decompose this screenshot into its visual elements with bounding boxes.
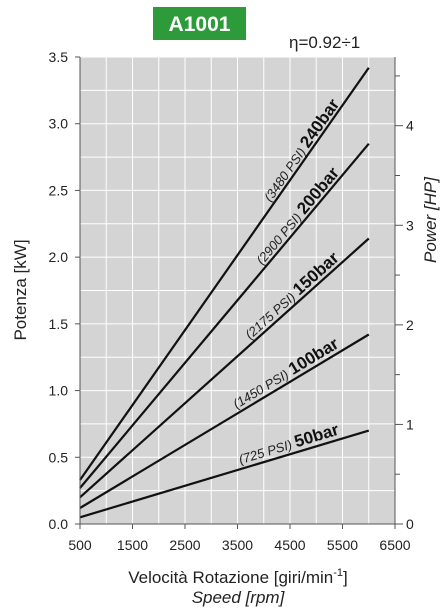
y-left-tick-label: 3.5 xyxy=(49,49,69,65)
efficiency-note: η=0.92÷1 xyxy=(289,33,360,52)
y-axis-label-left: Potenza [kW] xyxy=(11,239,30,340)
y-left-tick-label: 3.0 xyxy=(49,116,69,132)
series-line-50bar xyxy=(79,429,370,519)
x-tick-label: 2500 xyxy=(169,537,200,553)
x-axis-label-main: Velocità Rotazione [giri/min xyxy=(128,568,333,587)
y-left-tick-labels: 0.0 0.5 1.0 1.5 2.0 2.5 3.0 3.5 xyxy=(49,49,80,532)
y-axis-label-right: Power [HP] xyxy=(421,176,440,263)
y-right-tick-label: 4 xyxy=(406,118,414,134)
y-left-tick-label: 1.5 xyxy=(49,316,69,332)
x-tick-label: 1500 xyxy=(117,537,148,553)
x-tick-label: 5500 xyxy=(327,537,358,553)
series-line-150bar xyxy=(79,237,370,499)
y-left-tick-label: 1.0 xyxy=(49,383,69,399)
model-badge-text: A1001 xyxy=(169,13,231,36)
y-left-tick-label: 0.0 xyxy=(49,516,69,532)
series-line-100bar xyxy=(79,333,370,509)
y-right-tick-label: 2 xyxy=(406,317,414,333)
y-right-tick-label: 3 xyxy=(406,217,414,233)
series-lines xyxy=(79,67,370,519)
y-right-tick-label: 1 xyxy=(406,416,414,432)
series-line-200bar xyxy=(79,142,370,489)
y-right-tick-labels: 0 1 2 3 4 xyxy=(395,75,414,532)
x-tick-label: 3500 xyxy=(222,537,253,553)
y-left-tick-label: 2.5 xyxy=(49,182,69,198)
y-right-tick-label: 0 xyxy=(406,516,414,532)
x-axis-label: Velocità Rotazione [giri/min-1] xyxy=(128,567,348,587)
series-line-240bar xyxy=(79,67,370,481)
x-tick-label: 6500 xyxy=(379,537,410,553)
x-axis-label-secondary: Speed [rpm] xyxy=(192,588,286,607)
x-tick-label: 500 xyxy=(68,537,92,553)
y-left-tick-label: 0.5 xyxy=(49,449,69,465)
y-left-tick-label: 2.0 xyxy=(49,249,69,265)
x-axis-label-superscript: -1 xyxy=(333,567,343,579)
x-tick-labels: 500 1500 2500 3500 4500 5500 6500 xyxy=(68,524,411,553)
model-badge: A1001 xyxy=(153,7,246,40)
x-tick-label: 4500 xyxy=(274,537,305,553)
model-badge-background xyxy=(153,7,246,40)
x-axis-label-end: ] xyxy=(343,568,348,587)
